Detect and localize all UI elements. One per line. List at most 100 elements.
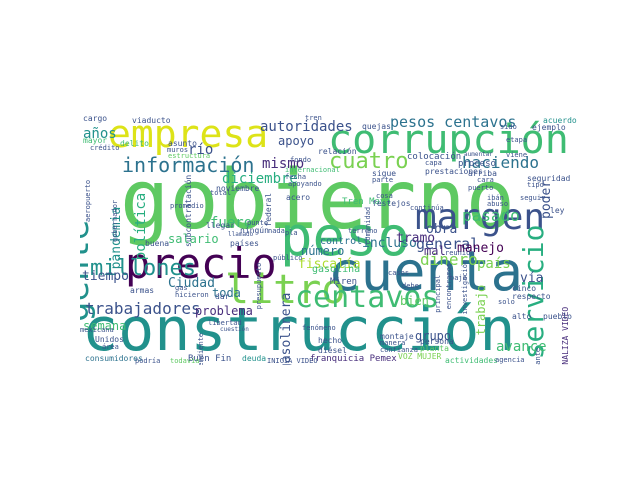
word-149: ley (550, 206, 565, 215)
word-88: llamado (228, 231, 254, 238)
word-73: asunto (168, 139, 197, 148)
word-55: control (320, 236, 363, 247)
word-28: fuero (210, 215, 253, 231)
word-140: encontramos (445, 262, 453, 310)
word-14: millones (90, 256, 196, 281)
word-114: bajo (450, 274, 467, 282)
word-57: Miren (330, 277, 358, 287)
word-135: punto (247, 219, 269, 227)
word-157: comunidad (364, 206, 372, 245)
word-122: prestaciones (425, 167, 483, 176)
word-154: seguir (520, 194, 546, 202)
word-38: problema (195, 304, 253, 318)
word-116: puerto (468, 184, 494, 192)
word-147: ibán (487, 194, 504, 202)
word-80: acero (286, 193, 311, 202)
word-30: incluso (362, 236, 417, 251)
word-93: área (102, 343, 119, 351)
word-6: corrupción (328, 117, 569, 163)
word-108: respecto (512, 292, 551, 301)
word-71: viaducto (132, 116, 171, 125)
word-72: delito (120, 139, 149, 148)
word-48: política (133, 192, 149, 261)
word-150: pla (285, 229, 298, 237)
word-110: solo (498, 298, 515, 306)
word-61: deuda (242, 354, 267, 363)
word-134: países (230, 239, 259, 248)
word-137: tren (305, 115, 322, 122)
word-111: casos (388, 269, 410, 277)
word-23: dinero (420, 250, 478, 269)
word-109: cinco (512, 284, 537, 293)
word-145: fondo (290, 156, 312, 164)
word-40: bien (400, 294, 429, 308)
word-13: información (122, 153, 255, 177)
word-99: diésel (318, 346, 347, 355)
word-133: libertad (208, 319, 242, 327)
word-35: Ciudad (168, 276, 215, 291)
word-148: abuso (487, 200, 509, 208)
word-82: subcontratación (184, 174, 193, 247)
word-8: litro (225, 267, 346, 313)
word-16: pesos centavos (390, 115, 517, 131)
word-128: muros (167, 146, 189, 154)
word-19: autoridades (260, 119, 353, 135)
word-66: acuerdo (543, 116, 577, 125)
word-85: armas (130, 286, 155, 295)
word-24: mismo (262, 156, 305, 172)
word-27: río (188, 142, 214, 158)
word-112: debe (402, 282, 419, 290)
word-2: construcción (82, 295, 516, 365)
word-54: franquicia Pemex (310, 354, 397, 364)
word-53: Buen Fin (188, 354, 232, 364)
word-75: estructura (168, 152, 211, 160)
word-5: empresa (108, 115, 269, 156)
word-156: terreno (348, 227, 378, 235)
word-18: diciembre (222, 171, 298, 187)
word-139: reunión (445, 249, 475, 257)
word-105: importante (534, 348, 542, 365)
word-96: pendiente (197, 332, 205, 365)
word-34: tiempo (82, 269, 129, 284)
word-155: nada (268, 227, 285, 235)
word-37: toda (212, 286, 241, 300)
word-50: gasolinera (279, 292, 294, 365)
word-7: precio (125, 239, 277, 288)
word-74: mayor (83, 136, 108, 145)
word-146: principal (434, 274, 442, 313)
word-52: Tren Maya (342, 197, 391, 207)
word-118: aumentar (464, 151, 493, 158)
word-103: planta (420, 344, 449, 353)
word-41: avance (496, 339, 547, 355)
word-17: trabajadores (85, 299, 201, 318)
word-92: Unidos (95, 335, 124, 344)
word-56: gasolina (312, 264, 361, 275)
word-cloud: gobierno construcción peso cuenta empresa cor… (80, 115, 580, 365)
word-31: tramo (396, 231, 436, 246)
word-20: haciendo (462, 153, 540, 172)
word-4: cuenta (328, 240, 524, 303)
word-69: ejemplo (532, 123, 566, 132)
word-121: arriba (468, 169, 497, 178)
word-32: fiscalía (298, 257, 361, 272)
word-1: gobierno (120, 153, 515, 248)
word-67: quejas (362, 122, 391, 131)
word-87: ningún (240, 226, 269, 235)
word-33: salario (168, 232, 219, 246)
word-21: pasado (462, 206, 520, 225)
word-60: actividades (445, 356, 498, 365)
word-25: apoyo (278, 134, 315, 148)
word-78: fecha (285, 173, 307, 181)
word-90: presupuesto (255, 262, 263, 310)
word-3: peso (280, 205, 411, 268)
word-120: etapa (506, 136, 528, 144)
word-123: capa (425, 159, 442, 167)
word-153: cosa (376, 192, 393, 200)
word-94: podría (135, 357, 161, 365)
word-138: llegar (206, 221, 235, 230)
word-12: centavos (295, 280, 440, 315)
word-15: cuatro (329, 149, 409, 174)
word-144: promedio (170, 202, 204, 210)
word-143: hicieron (175, 291, 209, 299)
word-76: relación (318, 147, 357, 156)
